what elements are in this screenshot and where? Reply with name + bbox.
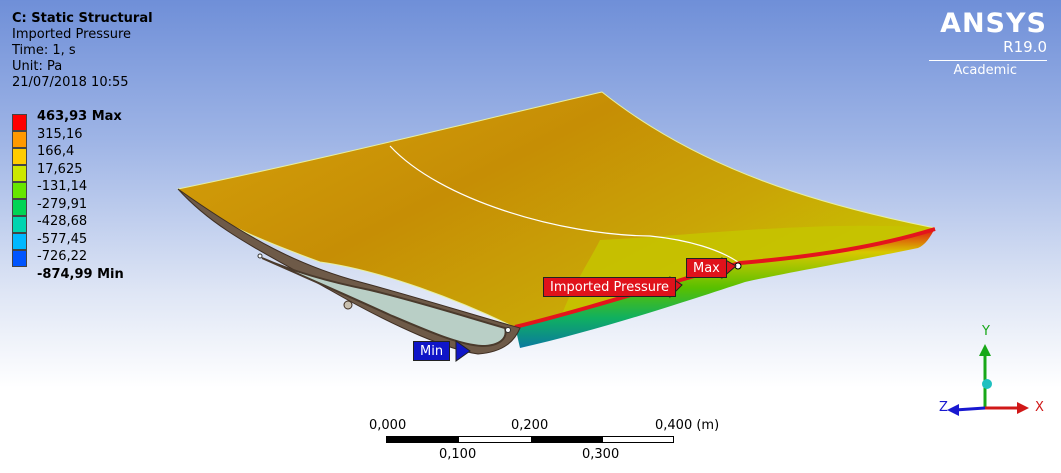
brand-divider (929, 60, 1047, 61)
legend-labels: 463,93 Max 315,16 166,4 17,625 -131,14 -… (37, 108, 124, 283)
analysis-title: C: Static Structural (12, 11, 153, 26)
z-axis-arrow (954, 406, 986, 412)
max-probe-label[interactable]: Max (686, 258, 727, 278)
scale-label: 0,200 (511, 418, 549, 433)
legend-value: 17,625 (37, 161, 83, 177)
surface-seam-line (389, 145, 739, 263)
unit-label: Unit: Pa (12, 59, 63, 74)
brand-license: Academic (953, 63, 1017, 78)
scale-label: 0,000 (369, 418, 407, 433)
legend-swatch (12, 148, 27, 165)
legend-swatch (12, 216, 27, 233)
imported-pressure-label[interactable]: Imported Pressure (543, 277, 677, 297)
legend-value: -726,22 (37, 249, 88, 264)
legend-swatch (12, 182, 27, 199)
legend-value: -279,91 (37, 196, 88, 212)
triad-iso-ball (982, 379, 992, 389)
legend-swatch (12, 250, 27, 267)
min-probe-label[interactable]: Min (413, 341, 451, 361)
y-arrowhead (979, 344, 991, 356)
z-axis-label: Z (939, 400, 948, 415)
legend-min-label: -874,99 Min (37, 266, 124, 282)
max-pressure-edge (514, 227, 936, 329)
z-arrowhead (947, 404, 959, 416)
legend-max-label: 463,93 Max (37, 109, 122, 124)
time-label: Time: 1, s (12, 43, 76, 58)
airfoil-inner-cavity (261, 257, 507, 348)
x-axis-label: X (1035, 400, 1044, 415)
legend-value: -428,68 (37, 214, 88, 229)
brand-name: ANSYS (940, 8, 1047, 39)
legend-value: 315,16 (37, 126, 83, 142)
legend-swatch (12, 233, 27, 250)
legend-swatch (12, 199, 27, 216)
spar-hole (343, 300, 353, 310)
scale-label: 0,100 (439, 447, 477, 462)
min-pointer (455, 340, 471, 362)
result-name: Imported Pressure (12, 27, 132, 42)
scale-label: 0,400 (m) (655, 418, 720, 433)
scale-label: 0,300 (582, 447, 620, 462)
marker-point (505, 327, 511, 333)
result-info: C: Static Structural Imported Pressure T… (12, 11, 153, 91)
y-axis-label: Y (982, 324, 990, 339)
wing-side-band (515, 228, 935, 348)
legend-swatch (12, 114, 27, 131)
scale-ruler (386, 436, 674, 443)
timestamp-label: 21/07/2018 10:55 (12, 75, 129, 90)
marker-point (257, 253, 263, 259)
legend-value: -131,14 (37, 179, 88, 194)
ansys-logo: ANSYS R19.0 Academic (929, 10, 1047, 79)
legend-color-scale (12, 114, 27, 267)
brand-version: R19.0 (1003, 38, 1047, 56)
x-arrowhead (1017, 402, 1029, 414)
axis-triad-graphic (947, 344, 1029, 416)
axis-triad[interactable]: Y X Z (935, 320, 1055, 434)
legend-value: 166,4 (37, 144, 75, 159)
legend-value: -577,45 (37, 231, 88, 247)
legend-swatch (12, 165, 27, 182)
legend-swatch (12, 131, 27, 148)
